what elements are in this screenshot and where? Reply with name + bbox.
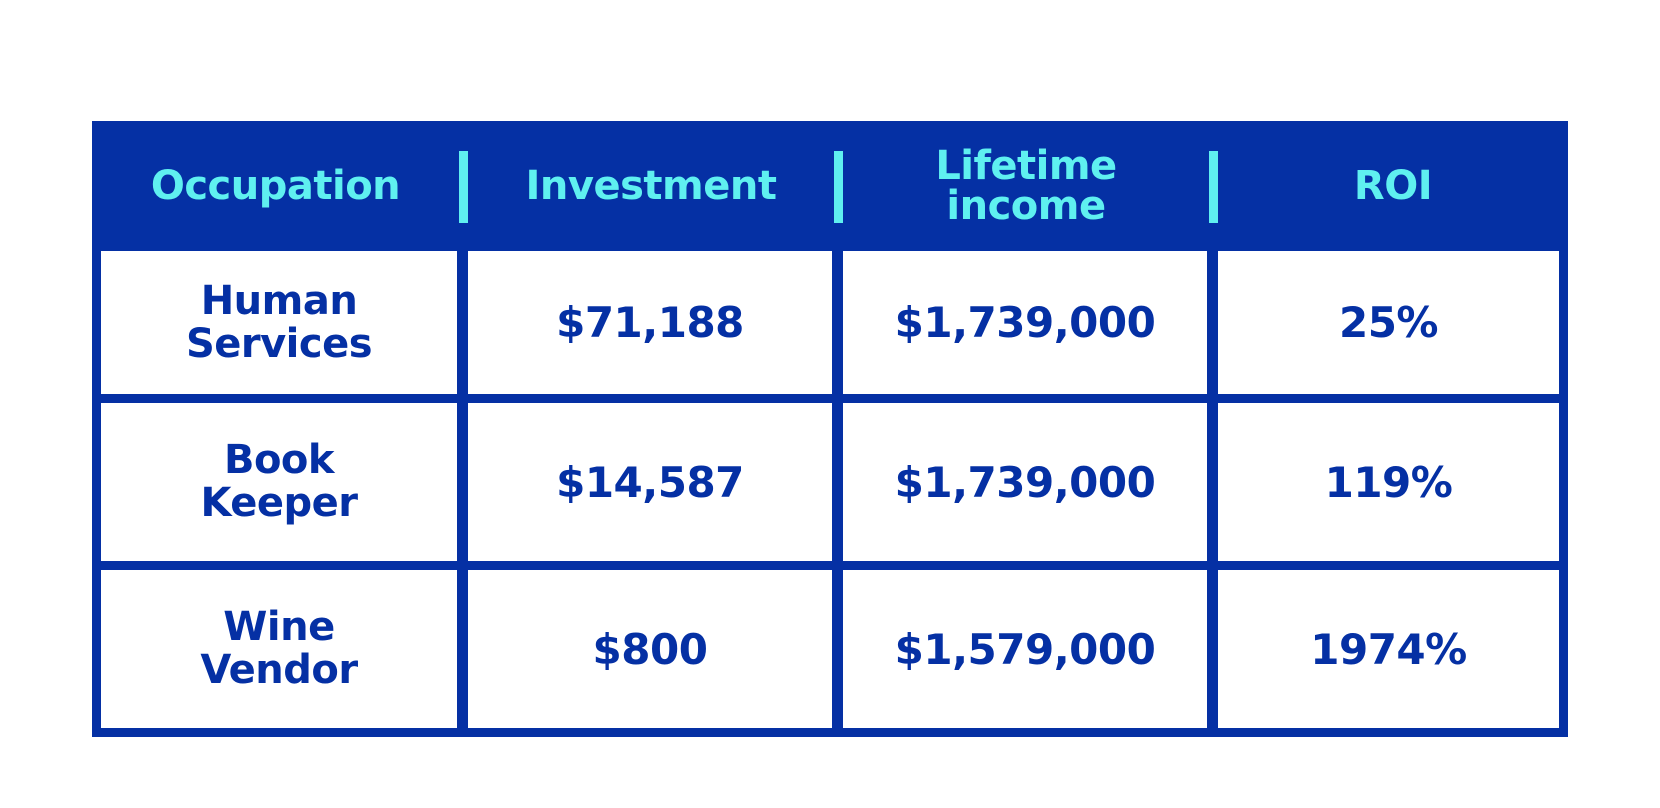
header-lifetime-income: Lifetime income <box>935 143 1117 229</box>
header-divider <box>459 151 468 223</box>
cell-occupation: Wine Vendor <box>101 570 457 728</box>
data-table: Occupation Investment Lifetime income RO… <box>92 121 1568 737</box>
cell-investment: $14,587 <box>468 403 832 561</box>
header-occupation: Occupation <box>150 163 401 209</box>
cell-lifetime-income: $1,579,000 <box>843 570 1207 728</box>
cell-investment: $800 <box>468 570 832 728</box>
cell-roi: 25% <box>1218 251 1559 394</box>
cell-investment: $71,188 <box>468 251 832 394</box>
cell-lifetime-income: $1,739,000 <box>843 251 1207 394</box>
cell-lifetime-income: $1,739,000 <box>843 403 1207 561</box>
cell-occupation: Book Keeper <box>101 403 457 561</box>
header-divider <box>1209 151 1218 223</box>
cell-roi: 1974% <box>1218 570 1559 728</box>
cell-occupation: Human Services <box>101 251 457 394</box>
table-header: Occupation Investment Lifetime income RO… <box>92 121 1568 251</box>
header-investment: Investment <box>525 163 777 209</box>
cell-roi: 119% <box>1218 403 1559 561</box>
header-roi: ROI <box>1353 163 1433 209</box>
header-divider <box>834 151 843 223</box>
